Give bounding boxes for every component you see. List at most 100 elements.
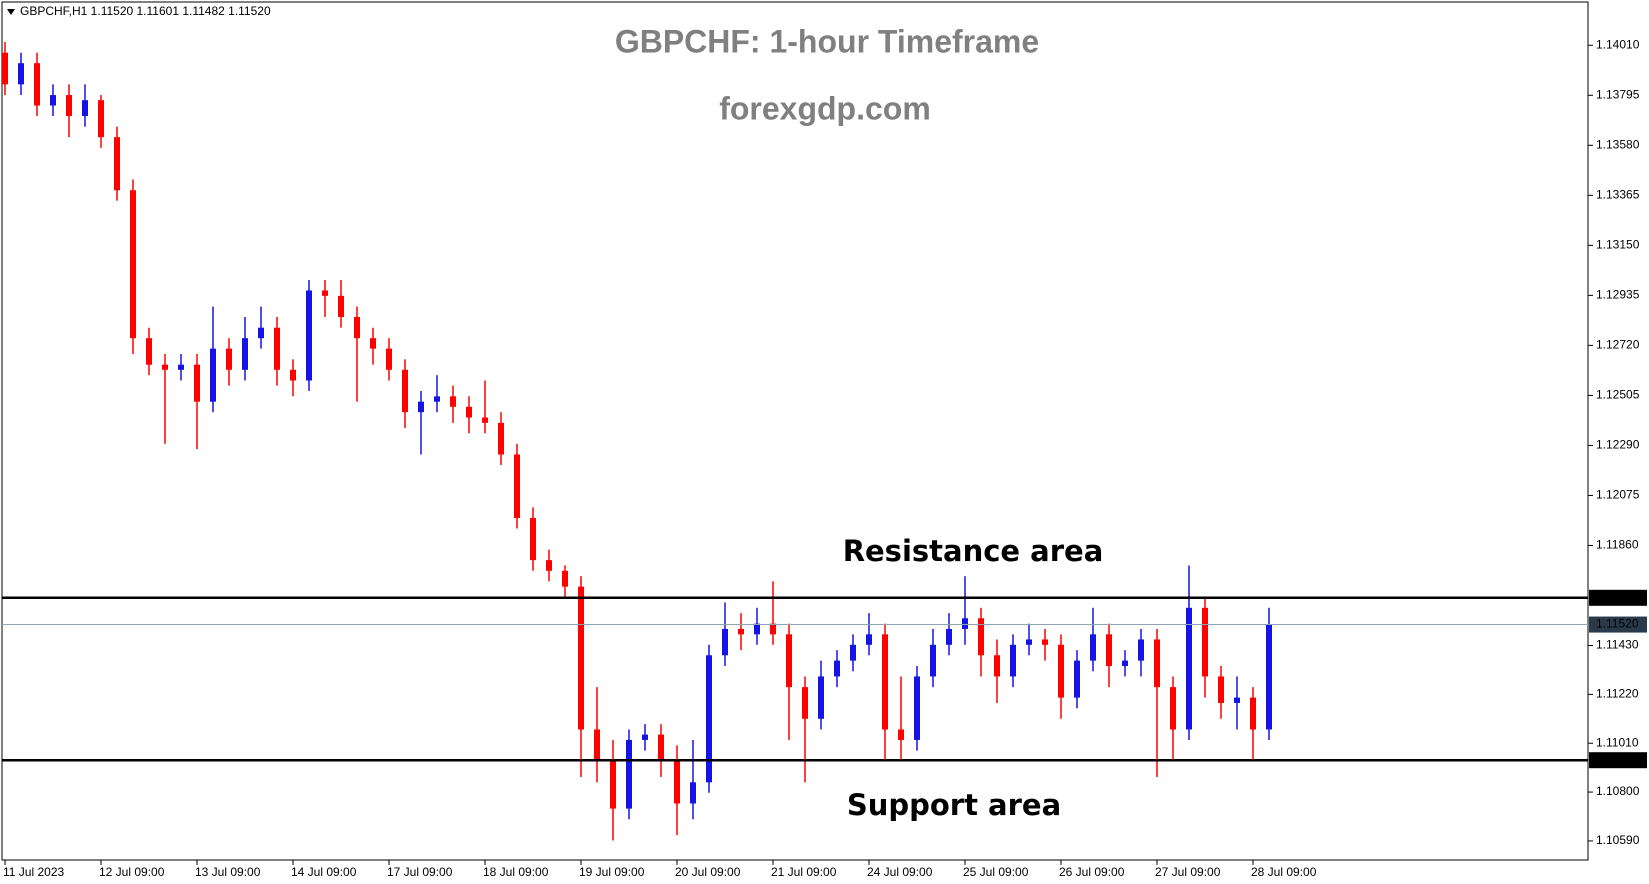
candle-body xyxy=(274,327,280,370)
level-label-bg xyxy=(1589,752,1647,769)
candle-body xyxy=(18,63,24,85)
y-tick-label: 1.10800 xyxy=(1596,784,1640,798)
x-tick-label: 18 Jul 09:00 xyxy=(483,865,549,879)
candle-body xyxy=(1234,697,1240,703)
x-tick-label: 21 Jul 09:00 xyxy=(771,865,837,879)
y-tick-label: 1.13795 xyxy=(1596,87,1640,101)
candle-body xyxy=(178,364,184,370)
candle-body xyxy=(434,396,440,402)
candle-body xyxy=(114,137,120,191)
candle-body xyxy=(1266,624,1272,730)
candle-body xyxy=(370,338,376,349)
candle-body xyxy=(706,655,712,783)
y-tick-label: 1.14010 xyxy=(1596,37,1640,51)
candle-body xyxy=(754,623,760,635)
candle-body xyxy=(770,623,776,635)
candle-body xyxy=(98,100,104,138)
candle-body xyxy=(802,687,808,719)
candle-body xyxy=(194,364,200,402)
annotation: Support area xyxy=(847,788,1061,822)
candle-body xyxy=(242,338,248,370)
candle-body xyxy=(546,560,552,571)
candle-body xyxy=(386,348,392,370)
candle-body xyxy=(498,422,504,455)
candle-body xyxy=(834,660,840,677)
candle-body xyxy=(978,618,984,656)
candle-body xyxy=(786,634,792,688)
candle-body xyxy=(1010,644,1016,677)
candle-body xyxy=(1026,639,1032,645)
candle-body xyxy=(1106,634,1112,666)
annotation: Resistance area xyxy=(843,534,1104,568)
candle-body xyxy=(1138,639,1144,661)
candle-body xyxy=(402,369,408,413)
level-label-bg xyxy=(1589,589,1647,606)
candle-body xyxy=(1058,644,1064,698)
x-tick-label: 26 Jul 09:00 xyxy=(1059,865,1125,879)
x-tick-label: 14 Jul 09:00 xyxy=(291,865,357,879)
candle-body xyxy=(258,327,264,339)
y-tick-label: 1.11430 xyxy=(1596,638,1639,652)
candle-body xyxy=(866,634,872,645)
y-tick-label: 1.11220 xyxy=(1596,687,1639,701)
candle-body xyxy=(818,676,824,719)
candle-body xyxy=(530,518,536,561)
candle-body xyxy=(626,739,632,809)
candle-body xyxy=(1090,634,1096,661)
candle-body xyxy=(594,729,600,762)
candle-body xyxy=(946,628,952,645)
candle-body xyxy=(1154,639,1160,688)
candle-body xyxy=(66,95,72,116)
level-label-bg xyxy=(1589,616,1647,633)
candle-body xyxy=(322,290,328,296)
y-tick-label: 1.11010 xyxy=(1596,735,1639,749)
candle-body xyxy=(338,295,344,318)
candle-body xyxy=(914,676,920,740)
x-tick-label: 20 Jul 09:00 xyxy=(675,865,741,879)
menu-arrow[interactable] xyxy=(7,9,15,15)
candle-body xyxy=(450,396,456,407)
candle-body xyxy=(1170,687,1176,730)
symbol-info: GBPCHF,H1 1.11520 1.11601 1.11482 1.1152… xyxy=(20,4,271,18)
candle-body xyxy=(674,761,680,804)
candle-body xyxy=(418,401,424,413)
candle-body xyxy=(882,634,888,730)
candle-body xyxy=(146,338,152,365)
candle-body xyxy=(1250,697,1256,730)
level-label: 1.11635 xyxy=(1596,590,1639,604)
candle-body xyxy=(962,618,968,629)
x-tick-label: 25 Jul 09:00 xyxy=(963,865,1029,879)
candle-body xyxy=(578,586,584,730)
x-tick-label: 17 Jul 09:00 xyxy=(387,865,453,879)
candle-body xyxy=(1202,607,1208,677)
candle-body xyxy=(850,644,856,661)
x-tick-label: 11 Jul 2023 xyxy=(3,865,64,879)
candle-body xyxy=(514,454,520,519)
candle-body xyxy=(130,190,136,339)
candle-body xyxy=(1122,660,1128,666)
candle-body xyxy=(738,628,744,635)
candle-body xyxy=(354,317,360,339)
candle-body xyxy=(466,406,472,418)
candle-body xyxy=(2,52,8,85)
plot-frame xyxy=(1,1,1589,861)
candle-body xyxy=(562,570,568,587)
y-tick-label: 1.12720 xyxy=(1596,338,1640,352)
candle-body xyxy=(690,782,696,804)
x-tick-label: 28 Jul 09:00 xyxy=(1251,865,1317,879)
candle-body xyxy=(658,734,664,762)
candle-body xyxy=(50,95,56,106)
y-tick-label: 1.13150 xyxy=(1596,238,1640,252)
candle-body xyxy=(82,100,88,116)
candle-body xyxy=(1042,639,1048,645)
y-tick-label: 1.10590 xyxy=(1596,833,1640,847)
candle-body xyxy=(162,364,168,370)
chart-title: GBPCHF: 1-hour Timeframe xyxy=(615,23,1039,59)
y-tick-label: 1.11860 xyxy=(1596,538,1639,552)
x-tick-label: 12 Jul 09:00 xyxy=(99,865,165,879)
candle-body xyxy=(994,655,1000,677)
y-tick-label: 1.12505 xyxy=(1596,388,1640,402)
candle-body xyxy=(306,290,312,381)
y-tick-label: 1.12935 xyxy=(1596,288,1640,302)
